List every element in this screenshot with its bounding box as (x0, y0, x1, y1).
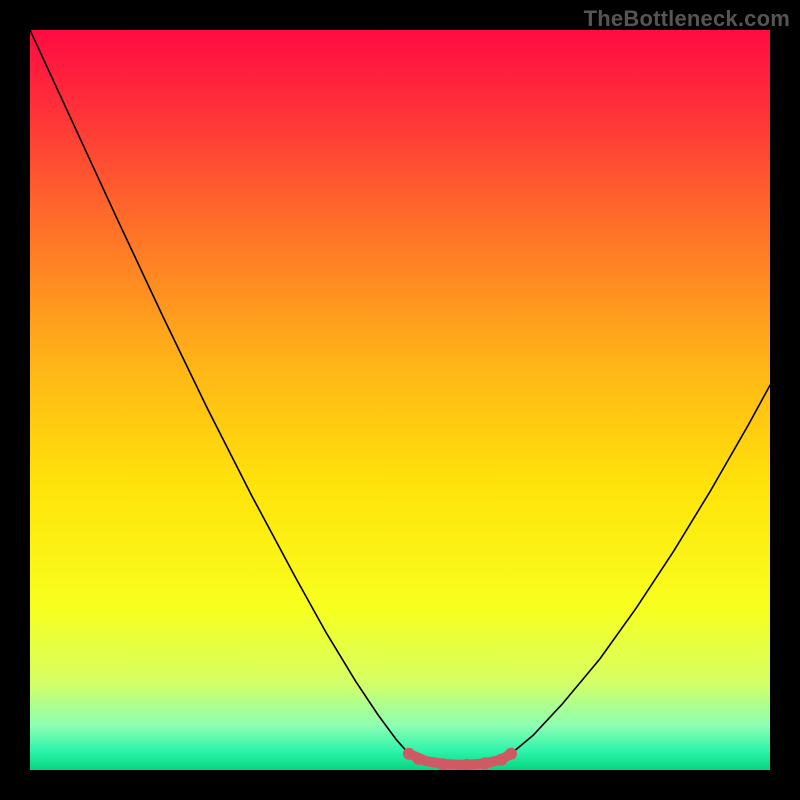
chart-frame: TheBottleneck.com (0, 0, 800, 800)
curves-svg (30, 30, 770, 770)
plot-container (30, 30, 770, 770)
watermark-text: TheBottleneck.com (584, 6, 790, 32)
plot-area (30, 30, 770, 770)
